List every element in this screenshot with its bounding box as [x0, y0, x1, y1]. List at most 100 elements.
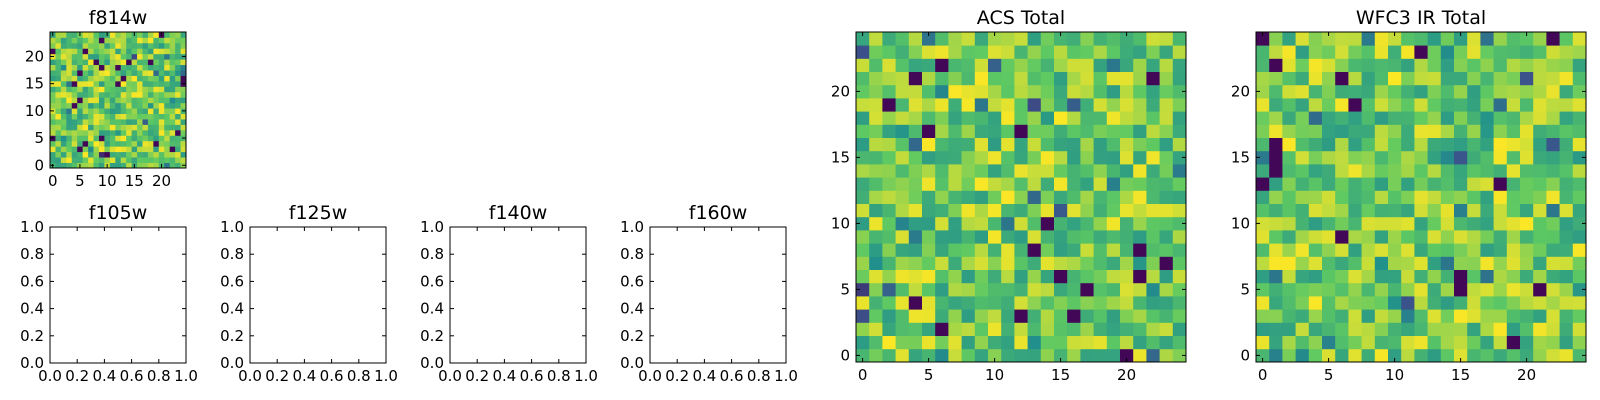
heatmap-cell — [1506, 282, 1521, 297]
heatmap-cell — [1374, 164, 1389, 178]
heatmap-cell — [71, 135, 78, 142]
heatmap-cell — [922, 71, 936, 86]
y-tick-label: 15 — [831, 148, 850, 166]
heatmap-cells — [856, 32, 1187, 363]
heatmap-cell — [1414, 348, 1428, 363]
heatmap-cell — [1172, 309, 1187, 323]
heatmap-cell — [1348, 150, 1362, 165]
heatmap-cell — [1454, 45, 1468, 59]
heatmap-cell — [1374, 111, 1389, 125]
heatmap-cell — [1348, 84, 1362, 99]
heatmap-cell — [153, 80, 160, 87]
heatmap-cell — [60, 37, 67, 44]
heatmap-cell — [908, 58, 923, 72]
heatmap-cell — [869, 98, 883, 112]
heatmap-cell — [1040, 296, 1055, 310]
heatmap-cell — [66, 42, 73, 49]
x-tick-label: 0.2 — [65, 367, 89, 385]
heatmap-cell — [1401, 137, 1415, 152]
x-tick-label: 0 — [48, 172, 58, 190]
heatmap-cell — [93, 42, 100, 49]
heatmap-cell — [50, 113, 56, 120]
heatmap-cell — [1308, 98, 1323, 112]
heatmap-cell — [948, 111, 962, 125]
heatmap-cell — [988, 243, 1002, 257]
heatmap-cell — [1133, 296, 1147, 310]
heatmap-cell — [922, 282, 936, 297]
heatmap-cell — [1480, 164, 1494, 178]
heatmap-cell — [88, 146, 94, 153]
heatmap-cell — [104, 42, 111, 49]
heatmap-cell — [120, 129, 127, 136]
heatmap-cell — [1172, 243, 1187, 257]
heatmap-cell — [1322, 203, 1336, 218]
heatmap-cell — [1506, 98, 1521, 112]
heatmap-cell — [908, 177, 923, 191]
heatmap-cell — [1172, 164, 1187, 178]
heatmap-cell — [66, 146, 73, 153]
heatmap-cell — [1427, 111, 1442, 125]
heatmap-cell — [109, 129, 116, 136]
heatmap-cell — [988, 150, 1002, 165]
heatmap-cell — [1520, 269, 1534, 284]
heatmap-cell — [1348, 230, 1362, 244]
subplot-title: f814w — [89, 7, 148, 29]
heatmap-cell — [77, 140, 84, 147]
heatmap-cell — [988, 98, 1002, 112]
heatmap-cell — [71, 86, 78, 93]
heatmap-cell — [1572, 124, 1587, 138]
heatmap-cell — [1067, 216, 1081, 231]
heatmap-cell — [1401, 32, 1415, 46]
heatmap-cell — [1067, 348, 1081, 363]
heatmap-cell — [1256, 203, 1270, 218]
heatmap-cell — [180, 75, 187, 82]
heatmap-cell — [66, 119, 73, 125]
heatmap-cell — [1040, 71, 1055, 86]
heatmap-cell — [1348, 256, 1362, 270]
heatmap-cell — [1159, 84, 1174, 99]
heatmap-cell — [60, 129, 67, 136]
heatmap-cell — [137, 146, 143, 153]
heatmap-cell — [1480, 296, 1494, 310]
heatmap-cell — [93, 86, 100, 93]
heatmap-cell — [869, 190, 883, 204]
heatmap-cell — [115, 91, 122, 98]
heatmap-cell — [1080, 309, 1094, 323]
heatmap-cell — [1106, 243, 1121, 257]
heatmap-cell — [1093, 98, 1108, 112]
y-tick-label: 1.0 — [420, 218, 444, 236]
heatmap-cell — [55, 146, 62, 153]
heatmap-cell — [120, 53, 127, 60]
heatmap-cell — [1388, 322, 1402, 336]
heatmap-cell — [1374, 322, 1389, 336]
heatmap-cell — [1269, 164, 1283, 178]
heatmap-cell — [1493, 348, 1508, 363]
heatmap-cell — [1374, 203, 1389, 218]
heatmap-cell — [1493, 111, 1508, 125]
heatmap-cell — [71, 146, 78, 153]
heatmap-cell — [1480, 98, 1494, 112]
heatmap-cell — [1533, 98, 1547, 112]
heatmap-cell — [77, 80, 84, 87]
heatmap-cell — [935, 137, 949, 152]
heatmap-cell — [82, 86, 89, 93]
heatmap-cell — [142, 140, 149, 147]
heatmap-cell — [1440, 269, 1455, 284]
heatmap-cell — [109, 37, 116, 44]
x-tick-label: 1.0 — [774, 367, 798, 385]
heatmap-cell — [71, 53, 78, 60]
heatmap-cell — [109, 140, 116, 147]
heatmap-cell — [1295, 348, 1310, 363]
heatmap-cell — [1506, 243, 1521, 257]
heatmap-cell — [1546, 256, 1560, 270]
heatmap-cell — [882, 45, 896, 59]
heatmap-cell — [1027, 243, 1042, 257]
heatmap-cell — [1080, 243, 1094, 257]
heatmap-cell — [98, 151, 105, 158]
heatmap-cell — [109, 102, 116, 109]
heatmap-cell — [1506, 32, 1521, 46]
heatmap-cell — [1414, 269, 1428, 284]
heatmap-cell — [1388, 216, 1402, 231]
heatmap-cell — [1133, 348, 1147, 363]
heatmap-cell — [1106, 296, 1121, 310]
